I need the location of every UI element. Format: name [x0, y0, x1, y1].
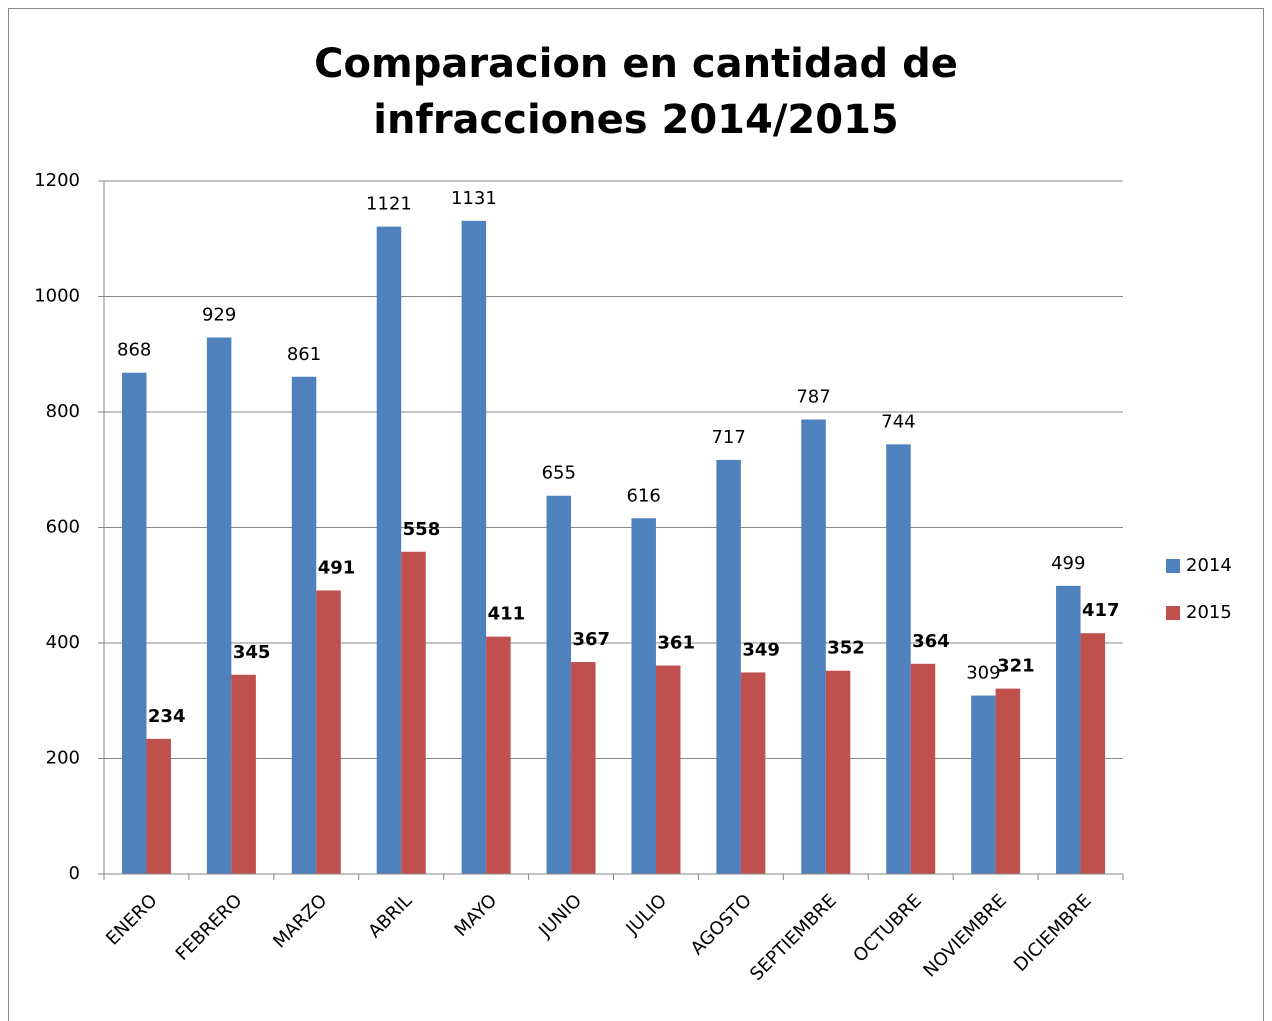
legend-label: 2015 [1186, 602, 1232, 623]
bar [631, 518, 656, 874]
data-label: 861 [287, 344, 321, 365]
x-tick-label: ENERO [102, 890, 161, 949]
bar [740, 672, 766, 874]
data-label: 234 [148, 706, 186, 727]
x-tick-label: ABRIL [364, 890, 416, 942]
data-label: 717 [711, 427, 745, 448]
bar [121, 372, 147, 874]
bar [1056, 585, 1081, 874]
legend-swatch [1166, 559, 1180, 573]
data-label: 1131 [451, 188, 497, 209]
x-tick-label: JUNIO [534, 890, 586, 942]
data-label: 744 [881, 411, 915, 432]
x-tick-label: OCTUBRE [849, 890, 925, 966]
data-label: 349 [742, 639, 780, 660]
bar [716, 459, 741, 874]
data-label: 491 [318, 557, 356, 578]
x-tick-label: SEPTIEMBRE [746, 890, 841, 985]
data-label: 787 [796, 387, 830, 408]
bar [206, 337, 232, 874]
data-label: 929 [202, 305, 236, 326]
y-tick-label: 1000 [34, 286, 80, 307]
data-label: 309 [966, 663, 1000, 684]
bar [995, 688, 1021, 874]
bar [146, 738, 171, 874]
x-tick-label: MAYO [451, 890, 502, 941]
bar [825, 670, 851, 874]
bar [571, 662, 596, 874]
bar [971, 695, 996, 874]
bar [886, 444, 911, 874]
data-label: 352 [827, 638, 865, 659]
data-label: 499 [1051, 553, 1085, 574]
bar [401, 551, 426, 874]
data-label: 868 [117, 340, 151, 361]
bar [461, 220, 487, 874]
bar [1080, 633, 1106, 874]
bar [655, 665, 681, 874]
bar [910, 663, 936, 874]
data-label: 655 [542, 463, 576, 484]
y-tick-label: 600 [46, 517, 80, 538]
data-label: 364 [912, 631, 950, 652]
bar [376, 226, 402, 874]
y-tick-label: 400 [46, 632, 80, 653]
x-tick-label: AGOSTO [687, 890, 756, 959]
x-tick-label: NOVIEMBRE [919, 890, 1010, 981]
data-label: 361 [657, 633, 695, 654]
legend-label: 2014 [1186, 555, 1232, 576]
bar [546, 495, 572, 874]
bar [486, 636, 511, 874]
data-label: 1121 [366, 194, 412, 215]
data-label: 345 [233, 642, 271, 663]
bar [801, 419, 826, 874]
y-tick-label: 0 [69, 863, 80, 884]
data-label: 616 [627, 485, 661, 506]
x-tick-label: MARZO [269, 890, 331, 952]
data-label: 321 [997, 656, 1035, 677]
y-tick-label: 1200 [34, 170, 80, 191]
data-label: 411 [488, 604, 526, 625]
bar [291, 376, 317, 874]
x-tick-label: JULIO [622, 890, 671, 939]
bar [316, 590, 341, 874]
data-label: 558 [403, 519, 441, 540]
chart-title: Comparacion en cantidad de infracciones … [314, 41, 958, 143]
chart-border [8, 8, 1264, 1021]
data-label: 417 [1082, 600, 1120, 621]
legend-swatch [1166, 606, 1180, 620]
bar [231, 674, 256, 874]
data-label: 367 [573, 629, 611, 650]
x-tick-label: DICIEMBRE [1010, 890, 1096, 976]
x-tick-label: FEBRERO [172, 890, 247, 965]
y-tick-label: 200 [46, 748, 80, 769]
y-tick-label: 800 [46, 401, 80, 422]
